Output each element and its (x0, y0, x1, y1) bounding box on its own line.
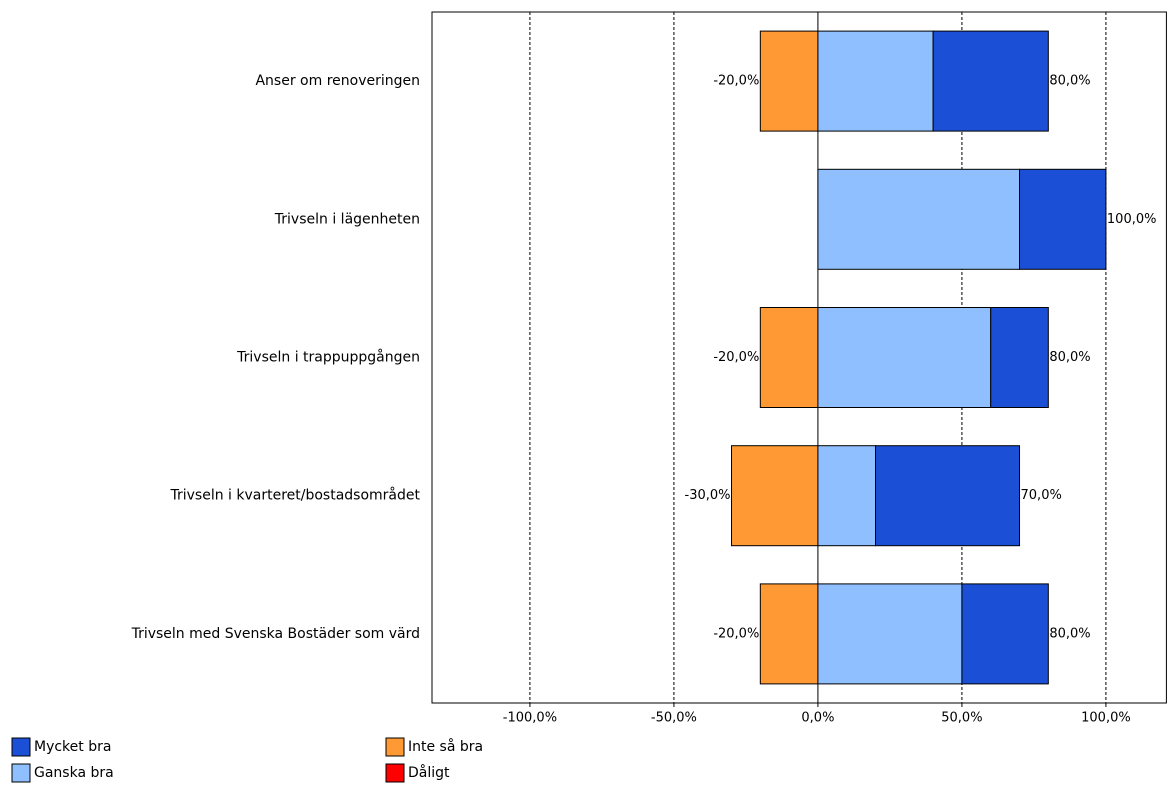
bar-segment (817, 307, 992, 408)
value-label: 80,0% (1049, 626, 1090, 641)
bar-segment (932, 30, 1049, 132)
bar-segment (1019, 168, 1107, 270)
legend-swatch (385, 763, 405, 783)
bar-segment (817, 30, 934, 132)
category-label: Trivseln i trappuppgången (236, 349, 420, 366)
value-label: -20,0% (713, 626, 759, 641)
category-label: Trivseln i kvarteret/bostadsområdet (169, 487, 420, 504)
bar-segment (817, 445, 877, 547)
category-label: Anser om renoveringen (255, 73, 420, 89)
legend-swatch (385, 737, 405, 757)
x-tick-label: 100,0% (1081, 711, 1131, 726)
legend-label: Dåligt (408, 764, 450, 781)
value-label: 100,0% (1107, 212, 1157, 227)
x-tick-label: -100,0% (503, 711, 557, 726)
legend-swatch (11, 737, 31, 757)
bar-segment (990, 307, 1049, 408)
category-label: Trivseln i lägenheten (274, 211, 420, 227)
value-label: 80,0% (1049, 350, 1090, 365)
bar-segment (961, 583, 1049, 685)
plot-frame (431, 11, 1167, 704)
value-label: -30,0% (685, 488, 731, 503)
value-label: -20,0% (713, 350, 759, 365)
bar-segment (759, 583, 819, 685)
bar-segment (759, 307, 819, 408)
legend-label: Mycket bra (34, 739, 111, 755)
bar-segment (875, 445, 1021, 547)
bar-segment (731, 445, 819, 547)
value-label: 80,0% (1049, 74, 1090, 89)
legend-label: Ganska bra (34, 765, 114, 781)
x-tick-label: 50,0% (941, 711, 982, 726)
bar-segment (817, 168, 1021, 270)
value-label: 70,0% (1021, 488, 1062, 503)
legend-label: Inte så bra (408, 738, 483, 755)
bar-segment (759, 30, 819, 132)
x-tick-label: 0,0% (801, 711, 834, 726)
value-label: -20,0% (713, 74, 759, 89)
x-tick-label: -50,0% (651, 711, 697, 726)
category-label: Trivseln med Svenska Bostäder som värd (131, 626, 420, 642)
bar-segment (817, 583, 963, 685)
legend-swatch (11, 763, 31, 783)
